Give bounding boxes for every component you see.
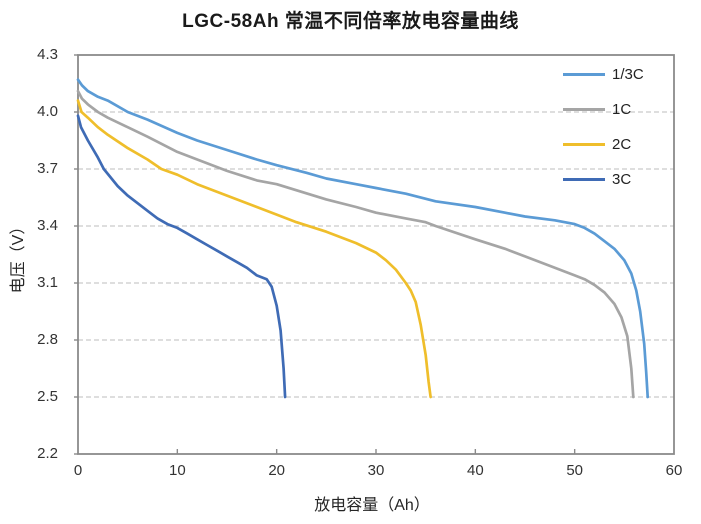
legend-line-swatch-icon [563,107,605,111]
y-tick-label: 2.5 [37,388,58,405]
legend-label: 1/3C [612,65,644,83]
legend: 1/3C 1C 2C 3C [563,64,644,204]
legend-label: 3C [612,170,632,188]
series-line-1-3C [76,78,650,399]
x-tick-label: 20 [268,462,285,479]
y-tick-label: 4.0 [37,103,58,120]
legend-line-swatch-icon [563,177,605,181]
x-tick-label: 0 [73,462,83,479]
x-tick-label: 10 [168,462,186,479]
x-tick-label: 50 [566,462,583,479]
legend-label: 1C [612,100,632,118]
series-line-2C [76,99,432,399]
series-line-3C [76,114,287,399]
legend-line-swatch-icon [563,142,605,146]
legend-item-1-3C: 1/3C [563,64,644,84]
x-tick-label: 40 [466,462,484,479]
y-tick-label: 2.8 [37,331,58,348]
y-tick-label: 3.4 [37,217,58,234]
legend-label: 2C [612,135,632,153]
x-axis-label: 放电容量（Ah） [314,497,430,514]
chart-title: LGC-58Ah 常温不同倍率放电容量曲线 [182,11,519,32]
legend-item-3C: 3C [563,169,644,189]
y-axis-label: 电压（V） [10,218,27,294]
y-tick-label: 4.3 [37,46,58,63]
x-tick-label: 60 [665,462,683,479]
y-tick-label: 3.1 [37,274,58,291]
legend-item-2C: 2C [563,134,644,154]
x-tick-label: 30 [367,462,385,479]
series-line-1C [76,89,635,399]
legend-item-1C: 1C [563,99,644,119]
y-tick-label: 2.2 [37,445,58,462]
legend-line-swatch-icon [563,72,605,76]
y-tick-label: 3.7 [37,160,58,177]
